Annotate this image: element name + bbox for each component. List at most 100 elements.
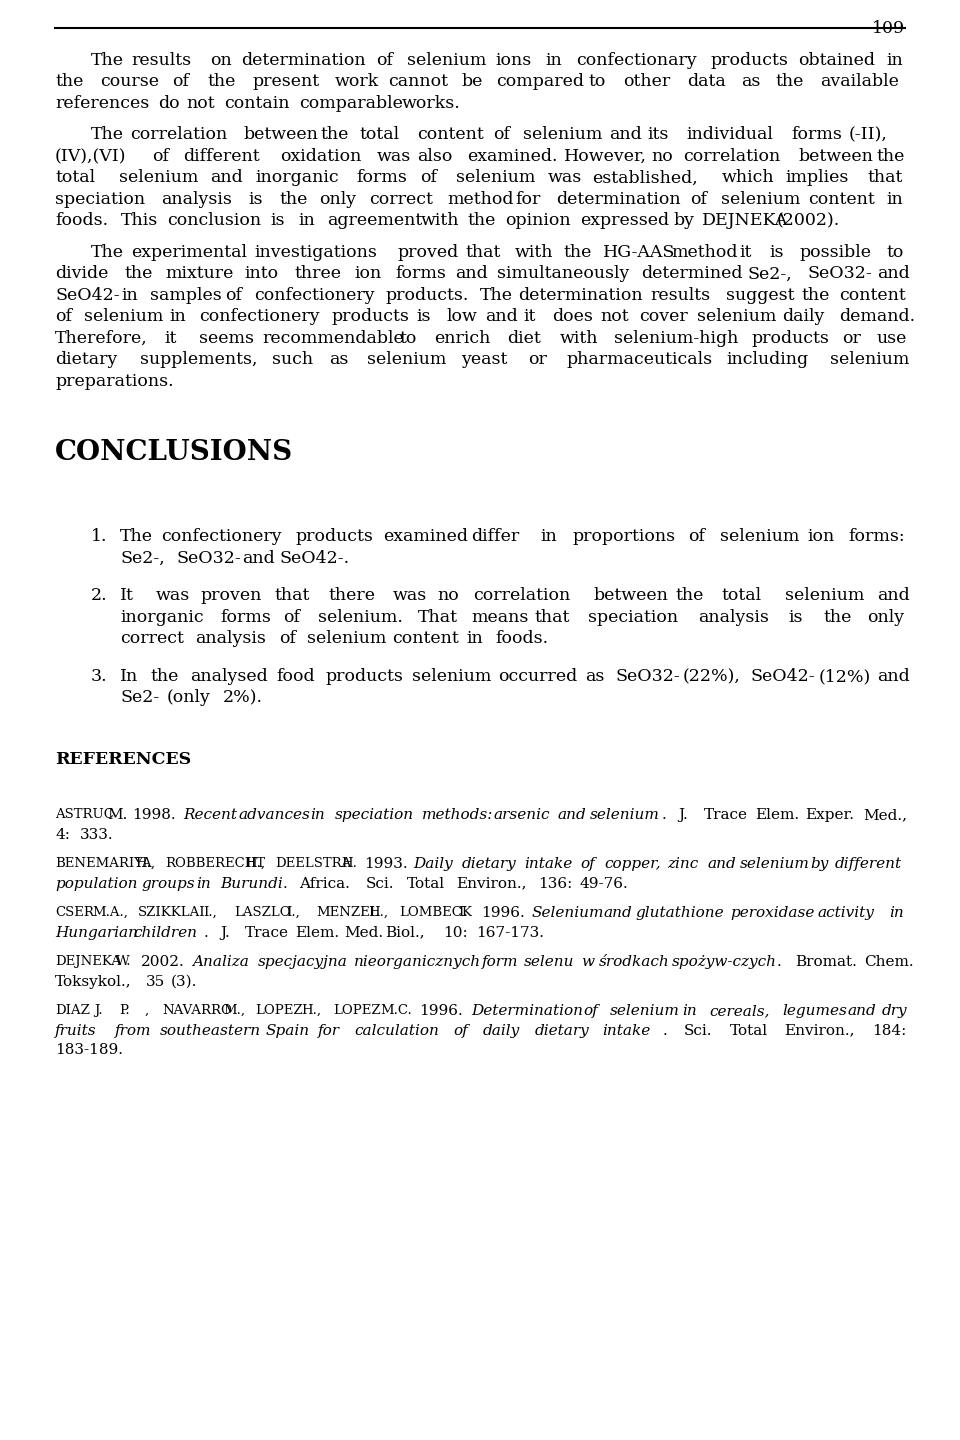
Text: into: into (244, 265, 278, 282)
Text: and: and (210, 170, 243, 187)
Text: spożyw-czych: spożyw-czych (672, 955, 778, 969)
Text: investigations: investigations (254, 243, 377, 261)
Text: CONCLUSIONS: CONCLUSIONS (55, 439, 293, 467)
Text: implies: implies (785, 170, 849, 187)
Text: Biol.,: Biol., (386, 926, 425, 940)
Text: selenium: selenium (785, 588, 864, 605)
Text: Exper.: Exper. (805, 808, 854, 822)
Text: and: and (708, 857, 736, 871)
Text: in: in (121, 287, 138, 304)
Text: Burundi: Burundi (220, 877, 283, 891)
Text: is: is (249, 192, 263, 207)
Text: Daily: Daily (414, 857, 453, 871)
Text: Africa.: Africa. (300, 877, 350, 891)
Text: REFERENCES: REFERENCES (55, 750, 191, 768)
Text: as: as (329, 351, 348, 369)
Text: M.C.: M.C. (380, 1004, 412, 1017)
Text: DEJNEKA: DEJNEKA (702, 213, 788, 229)
Text: cannot: cannot (389, 73, 448, 91)
Text: Med.: Med. (345, 926, 383, 940)
Text: selenium: selenium (739, 857, 809, 871)
Text: in: in (310, 808, 325, 822)
Text: .: . (661, 808, 666, 822)
Text: no: no (438, 588, 459, 605)
Text: use: use (876, 330, 907, 347)
Text: 333.: 333. (80, 828, 113, 842)
Text: of: of (283, 609, 300, 626)
Text: Environ.,: Environ., (784, 1024, 855, 1038)
Text: selenium: selenium (456, 170, 535, 187)
Text: content: content (392, 631, 459, 648)
Text: available: available (821, 73, 900, 91)
Text: and: and (876, 588, 910, 605)
Text: only: only (320, 192, 357, 207)
Text: correlation: correlation (473, 588, 570, 605)
Text: individual: individual (686, 127, 774, 144)
Text: to: to (886, 243, 903, 261)
Text: w: w (581, 955, 594, 969)
Text: was: was (156, 588, 190, 605)
Text: LOPEZ: LOPEZ (333, 1004, 381, 1017)
Text: preparations.: preparations. (55, 373, 174, 390)
Text: 1993.: 1993. (364, 857, 407, 871)
Text: content: content (808, 192, 876, 207)
Text: Trace: Trace (245, 926, 289, 940)
Text: I.,: I., (286, 906, 300, 919)
Text: activity: activity (818, 906, 875, 920)
Text: and: and (242, 550, 275, 567)
Text: cereals,: cereals, (709, 1004, 770, 1018)
Text: (3).: (3). (171, 975, 197, 989)
Text: SeO32-: SeO32- (807, 265, 873, 282)
Text: The: The (480, 287, 514, 304)
Text: its: its (648, 127, 669, 144)
Text: SeO42-: SeO42- (55, 287, 120, 304)
Text: total: total (359, 127, 399, 144)
Text: different: different (835, 857, 902, 871)
Text: in: in (545, 52, 562, 69)
Text: ion: ion (807, 528, 835, 546)
Text: that: that (466, 243, 501, 261)
Text: or: or (528, 351, 547, 369)
Text: nieorganicznych: nieorganicznych (354, 955, 481, 969)
Text: arsenic: arsenic (493, 808, 550, 822)
Text: yeast: yeast (462, 351, 508, 369)
Text: 2002.: 2002. (140, 955, 184, 969)
Text: Chem.: Chem. (864, 955, 913, 969)
Text: expressed: expressed (580, 213, 669, 229)
Text: methods:: methods: (422, 808, 493, 822)
Text: dietary: dietary (535, 1024, 589, 1038)
Text: results: results (650, 287, 710, 304)
Text: H.,: H., (245, 857, 265, 870)
Text: compared: compared (496, 73, 585, 91)
Text: selenium: selenium (119, 170, 198, 187)
Text: selenium: selenium (367, 351, 446, 369)
Text: selenium: selenium (589, 808, 660, 822)
Text: and: and (876, 265, 910, 282)
Text: proven: proven (201, 588, 262, 605)
Text: M.,: M., (223, 1004, 245, 1017)
Text: analysis: analysis (161, 192, 232, 207)
Text: 109: 109 (872, 20, 905, 37)
Text: intake: intake (524, 857, 573, 871)
Text: legumes: legumes (782, 1004, 847, 1018)
Text: ASTRUC: ASTRUC (55, 808, 114, 821)
Text: southeastern: southeastern (159, 1024, 260, 1038)
Text: enrich: enrich (435, 330, 491, 347)
Text: J.: J. (221, 926, 230, 940)
Text: I.,: I., (204, 906, 217, 919)
Text: total: total (55, 170, 95, 187)
Text: in: in (540, 528, 558, 546)
Text: opinion: opinion (505, 213, 570, 229)
Text: there: there (328, 588, 375, 605)
Text: forms: forms (396, 265, 446, 282)
Text: forms: forms (356, 170, 407, 187)
Text: of: of (152, 148, 169, 166)
Text: środkach: środkach (599, 955, 670, 969)
Text: between: between (244, 127, 319, 144)
Text: Bromat.: Bromat. (795, 955, 857, 969)
Text: 167-173.: 167-173. (476, 926, 544, 940)
Text: P.: P. (119, 1004, 130, 1017)
Text: possible: possible (800, 243, 872, 261)
Text: correlation: correlation (130, 127, 228, 144)
Text: agreement: agreement (326, 213, 422, 229)
